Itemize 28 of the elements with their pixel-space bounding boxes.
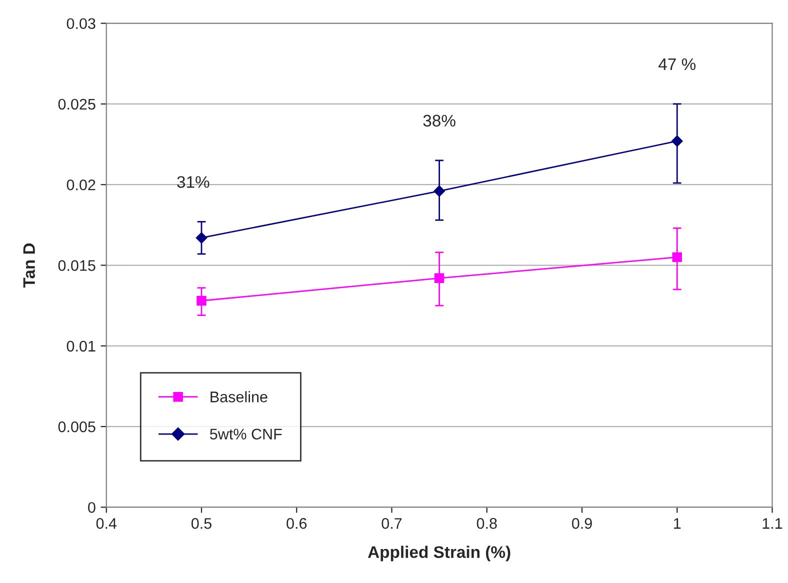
x-tick-label: 1.1 [762,518,782,529]
x-tick-label: 0.5 [191,518,212,529]
point [434,185,445,197]
point [672,252,682,262]
annotation: 47 % [658,58,696,70]
y-axis-title: Tan D [23,243,35,288]
annotation: 31% [177,176,210,188]
point [196,296,206,306]
y-tick-label: 0.025 [58,98,96,110]
x-tick-label: 1 [674,518,681,529]
point [434,273,444,284]
y-tick-label: 0.01 [66,340,96,352]
y-tick-label: 0.015 [58,260,96,271]
x-axis-title: Applied Strain (%) [368,546,510,562]
point [672,135,683,147]
y-tick-label: 0.02 [66,179,96,190]
point [196,232,208,244]
x-tick-label: 0.4 [96,518,117,529]
y-tick-label: 0.03 [66,18,96,30]
y-tick-label: 0.005 [58,421,96,432]
x-tick-label: 0.6 [286,518,307,529]
annotation: 38% [423,114,456,127]
x-tick-label: 0.9 [572,518,592,529]
x-tick-label: 0.7 [382,518,402,529]
y-tick-label: 0 [88,502,96,513]
legend-label: Baseline [210,391,268,402]
legend-label: 5wt% CNF [210,428,282,440]
x-tick-label: 0.8 [476,518,497,529]
